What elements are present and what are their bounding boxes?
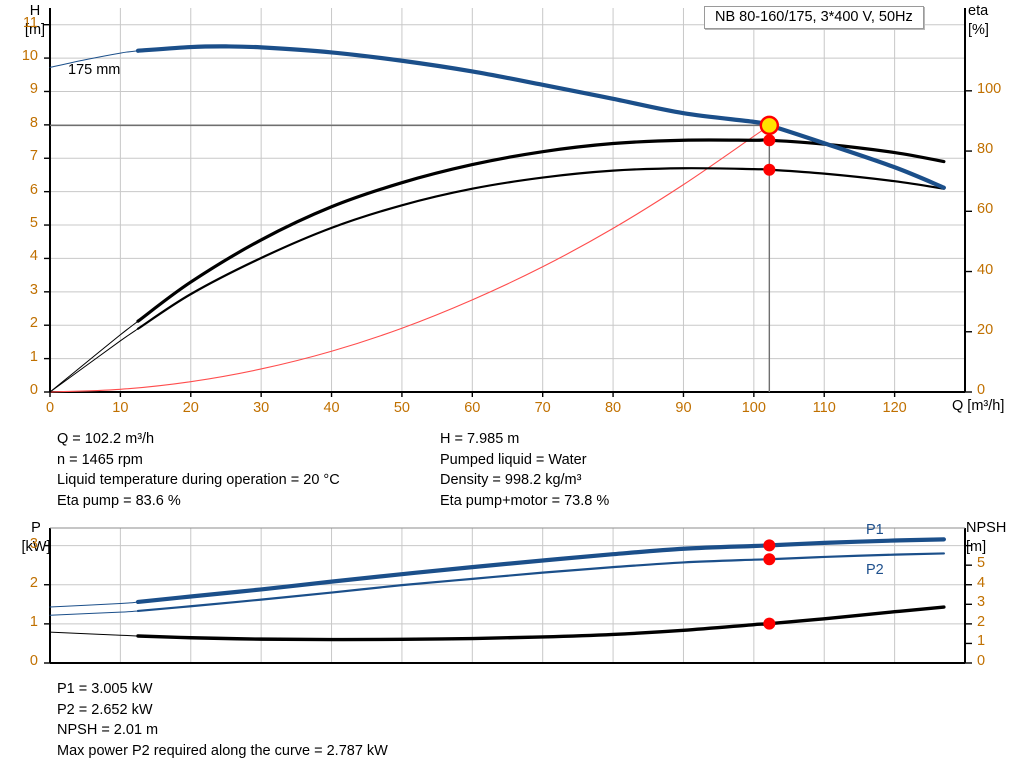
p-axis-symbol: P [31,520,41,536]
npsh-tick-0: 0 [977,653,986,669]
q-axis-title: Q [m³/h] [952,398,1005,414]
p1-curve [135,537,946,605]
p2-curve-thin [49,610,139,616]
p-tick-0: 0 [29,653,38,669]
eta-axis-unit: [%] [968,22,989,38]
x-tick-110: 110 [812,400,836,416]
duty-right-line-1: H = 7.985 m [440,431,520,447]
p2-curve-label: P2 [866,562,884,578]
x-tick-70: 70 [534,400,551,416]
npsh-curve [136,605,946,642]
npsh-tick-2: 2 [977,613,986,630]
h-tick-4: 4 [29,248,38,265]
h-tick-0: 0 [29,382,38,398]
duty-left-line-3: Liquid temperature during operation = 20… [57,472,340,488]
eta-tick-40: 40 [977,261,994,278]
p1-curve-label: P1 [866,522,884,538]
h-tick-10: 10 [21,48,38,65]
impeller-diameter-label: 175 mm [68,62,121,78]
duty-left-line-1: Q = 102.2 m³/h [57,431,155,447]
head-curve [135,44,946,190]
x-tick-10: 10 [112,400,129,416]
npsh-tick-5: 5 [977,555,986,572]
duty-right-line-4: Eta pump+motor = 73.8 % [440,492,610,509]
duty-left-line-2: n = 1465 rpm [57,451,143,468]
eta-pump-curve [136,138,946,323]
eta-pump-motor-marker[interactable] [763,163,776,176]
power-line-4: Max power P2 required along the curve = … [57,742,388,759]
npsh-axis-title: NPSH [m] [966,519,1022,557]
pump-model-title: NB 80-160/175, 3*400 V, 50Hz [704,6,924,29]
p-axis-title: P [kW] [12,519,60,557]
power-line-3: NPSH = 2.01 m [57,722,159,738]
x-tick-30: 30 [253,400,270,416]
x-tick-20: 20 [182,400,199,416]
eta-tick-100: 100 [977,80,1002,97]
x-tick-100: 100 [741,400,766,416]
h-tick-1: 1 [29,348,38,365]
power-line-2: P2 = 2.652 kW [57,701,153,718]
npsh-tick-3: 3 [977,594,986,611]
p-tick-3: 3 [29,535,38,552]
h-tick-5: 5 [29,215,38,232]
system-curve [49,124,770,393]
duty-point-text-left: Q = 102.2 m³/h n = 1465 rpm Liquid tempera… [57,429,340,511]
h-tick-6: 6 [29,181,38,198]
x-tick-0: 0 [45,400,55,416]
p1-curve-thin [49,601,139,608]
x-tick-50: 50 [393,400,410,416]
x-tick-80: 80 [604,400,622,416]
x-tick-60: 60 [464,400,481,416]
eta-tick-20: 20 [977,321,994,338]
h-tick-7: 7 [29,148,38,165]
h-tick-2: 2 [29,315,38,332]
p-tick-1: 1 [29,613,38,630]
npsh-axis-unit: [m] [966,539,987,555]
h-axis-title: H [m] [18,2,52,40]
npsh-tick-1: 1 [977,633,986,650]
p-axis-unit: [kW] [21,539,51,555]
h-tick-9: 9 [29,81,38,98]
eta-tick-0: 0 [977,382,986,398]
eta-pump-curve-thin [49,320,139,393]
h-tick-8: 8 [29,114,38,131]
p-tick-2: 2 [29,574,38,591]
npsh-axis-symbol: NPSH [966,520,1007,536]
npsh-tick-4: 4 [977,574,986,591]
power-summary-text: P1 = 3.005 kW P2 = 2.652 kW NPSH = 2.01 m M… [57,679,388,761]
npsh-marker[interactable] [763,617,776,630]
p1-marker[interactable] [763,539,776,552]
npsh-curve-thin [49,631,139,637]
eta-pump-marker[interactable] [763,134,776,147]
duty-right-line-3: Density = 998.2 kg/m³ [440,472,582,488]
duty-right-line-2: Pumped liquid = Water [440,451,587,468]
h-tick-3: 3 [29,281,38,298]
x-tick-90: 90 [675,400,692,416]
duty-left-line-4: Eta pump = 83.6 % [57,492,181,509]
power-line-1: P1 = 3.005 kW [57,681,153,697]
duty-point-marker[interactable] [759,115,780,136]
eta-pump-motor-curve [136,167,945,330]
x-tick-120: 120 [882,400,907,416]
eta-pump-motor-curve-thin [49,328,139,393]
eta-tick-80: 80 [977,141,994,158]
h-axis-symbol: H [29,3,41,19]
head-curve-thin [49,50,139,68]
eta-axis-symbol: eta [968,3,989,19]
p2-curve [136,552,945,613]
h-tick-11: 11 [22,14,38,31]
duty-point-text-right: H = 7.985 m Pumped liquid = Water Density … [440,429,609,511]
p2-marker[interactable] [763,553,776,566]
eta-tick-60: 60 [977,201,994,218]
x-tick-40: 40 [323,400,340,416]
h-axis-unit: [m] [24,22,46,38]
eta-axis-title: eta [%] [968,2,1016,40]
